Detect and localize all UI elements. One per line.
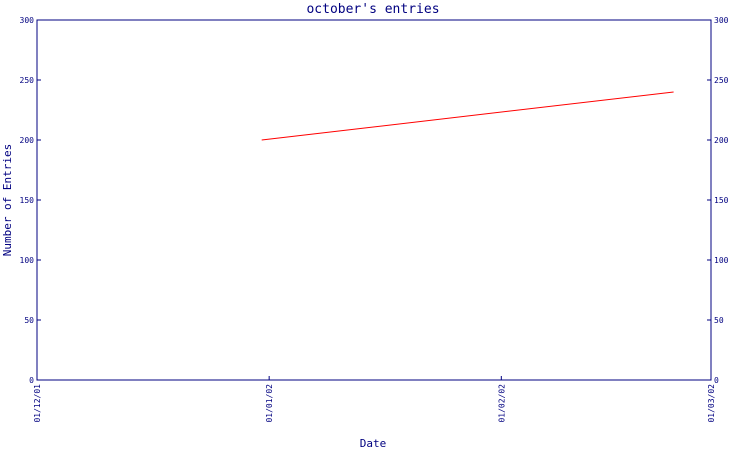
x-tick-label: 01/03/02: [707, 384, 716, 423]
y-tick-label-right: 100: [714, 256, 729, 265]
y-tick-label-left: 150: [20, 196, 35, 205]
chart-title: october's entries: [306, 2, 439, 17]
y-tick-label-right: 300: [714, 16, 729, 25]
x-tick-label: 01/02/02: [497, 384, 506, 423]
y-tick-label-right: 0: [714, 376, 719, 385]
series-line: [261, 91, 674, 141]
y-tick-label-left: 50: [24, 316, 34, 325]
y-tick-label-right: 150: [714, 196, 729, 205]
x-axis-label: Date: [360, 437, 387, 450]
x-axis: 01/12/01 01/01/02 01/02/02 01/03/02: [33, 376, 716, 423]
series-layer: [261, 91, 674, 141]
x-tick-label: 01/01/02: [265, 384, 274, 423]
y-tick-label-left: 100: [20, 256, 35, 265]
plot-area-frame: [36, 19, 712, 381]
y-axis-right: 0 50 100 150 200 250 300: [707, 16, 729, 385]
y-tick-label-left: 200: [20, 136, 35, 145]
y-tick-label-right: 250: [714, 76, 729, 85]
y-tick-label-left: 250: [20, 76, 35, 85]
y-tick-label-right: 200: [714, 136, 729, 145]
x-tick-label: 01/12/01: [33, 384, 42, 423]
y-tick-label-left: 0: [29, 376, 34, 385]
y-tick-label-left: 300: [20, 16, 35, 25]
y-axis-left: 0 50 100 150 200 250 300: [20, 16, 41, 385]
y-tick-label-right: 50: [714, 316, 724, 325]
y-axis-label: Number of Entries: [1, 144, 14, 257]
